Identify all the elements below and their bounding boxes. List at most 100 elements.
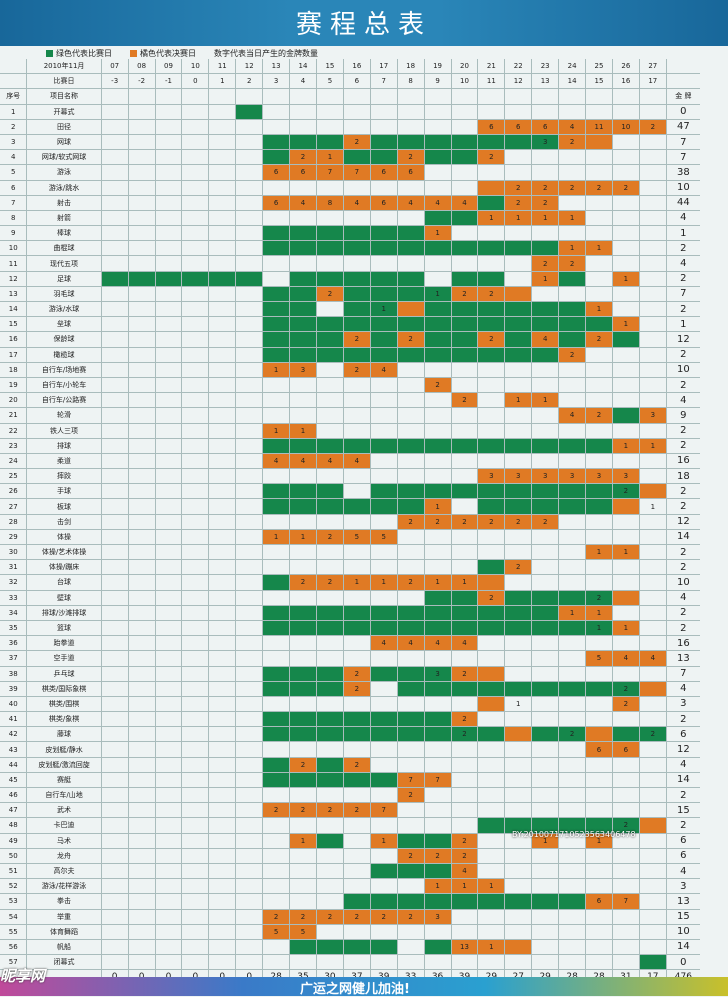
legend-green-label: 绿色代表比赛日 [56,48,112,58]
competition-day-cell [478,727,506,743]
empty-cell [290,696,317,713]
final-day-cell: 2 [424,848,452,864]
empty-cell [236,772,264,788]
empty-cell [236,165,264,181]
empty-cell [209,712,237,728]
header-blank [666,74,700,90]
event-name: 马术 [27,833,102,849]
bottom-slogan: 广运之网健儿加油! [300,982,410,997]
empty-cell [128,879,156,895]
competition-day-cell [263,134,291,151]
row-number: 30 [0,545,28,561]
table-row: 39 棋类/国际象棋 2 2 4 [0,681,700,697]
empty-cell [236,226,264,242]
empty-cell [612,286,640,302]
empty-cell [532,651,560,667]
empty-cell [128,788,156,804]
empty-cell [478,712,506,728]
empty-cell [478,757,506,773]
empty-cell [263,833,291,849]
row-number: 46 [0,788,28,804]
empty-cell [451,696,479,713]
empty-cell [209,620,237,637]
final-day-cell: 2 [505,180,533,196]
empty-cell [209,545,237,561]
gold-total: 12 [666,742,700,758]
empty-cell [586,226,613,242]
header-matchday: 7 [370,74,398,90]
empty-cell [128,651,156,667]
final-day-cell: 2 [263,909,291,925]
competition-day-cell [263,605,291,621]
empty-cell [290,408,317,424]
empty-cell [101,560,129,576]
empty-cell [397,545,425,561]
empty-cell [155,286,183,302]
event-name: 空手道 [27,651,102,667]
header-blank [0,74,28,90]
empty-cell [155,408,183,424]
empty-cell [343,408,371,424]
final-day-cell [586,727,613,743]
empty-cell [101,241,129,257]
competition-day-cell [370,894,398,910]
empty-cell [290,377,317,394]
final-day-cell: 3 [559,469,587,485]
empty-cell [101,894,129,910]
event-name: 曲棍球 [27,241,102,257]
event-name: 手球 [27,484,102,500]
header-blank [263,89,291,105]
empty-cell [478,636,506,652]
empty-cell [532,453,560,470]
empty-cell [209,636,237,652]
empty-cell [236,560,264,576]
orange-swatch [130,49,137,57]
empty-cell [586,772,613,788]
empty-cell [424,955,452,971]
empty-cell [128,210,156,227]
empty-cell [209,863,237,880]
empty-cell [639,362,667,378]
final-day-cell [505,939,533,956]
final-day-cell [478,575,506,591]
gold-total: 10 [666,181,700,196]
empty-cell [612,803,640,819]
empty-cell [209,180,237,196]
competition-day-cell [370,241,398,257]
event-name: 自行车/公路赛 [27,393,102,409]
gold-total: 2 [666,606,700,621]
empty-cell [505,742,533,758]
empty-cell [370,696,398,713]
empty-cell [182,484,210,500]
empty-cell [101,924,129,940]
gold-total: 2 [666,424,700,439]
competition-day-cell: 1 [586,620,613,637]
competition-day-cell [505,484,533,500]
empty-cell [478,256,506,272]
table-row: 16 保龄球 2 2 2 4 2 12 [0,332,700,348]
gold-total: 2 [666,712,700,728]
table-row: 2 田径 6 6 6 4 11 10 2 47 [0,119,700,135]
empty-cell [182,423,210,439]
table-row: 56 帆船 13 1 14 [0,939,700,956]
empty-cell [639,195,667,211]
competition-day-cell [316,438,344,454]
competition-day-cell [586,438,613,454]
empty-cell [128,499,156,515]
competition-day-cell [424,712,452,728]
final-day-cell: 2 [586,408,613,424]
empty-cell [263,560,291,576]
final-day-cell: 1 [612,438,640,454]
empty-cell [236,302,264,318]
competition-day-cell [343,302,371,318]
competition-day-cell [263,575,291,591]
empty-cell [532,226,560,242]
empty-cell [263,210,291,227]
empty-cell [370,757,398,773]
empty-cell [370,651,398,667]
final-day-cell: 1 [612,271,640,287]
competition-day-cell [451,438,479,454]
header-date: 24 [559,59,587,75]
empty-cell [101,803,129,819]
empty-cell [209,377,237,394]
